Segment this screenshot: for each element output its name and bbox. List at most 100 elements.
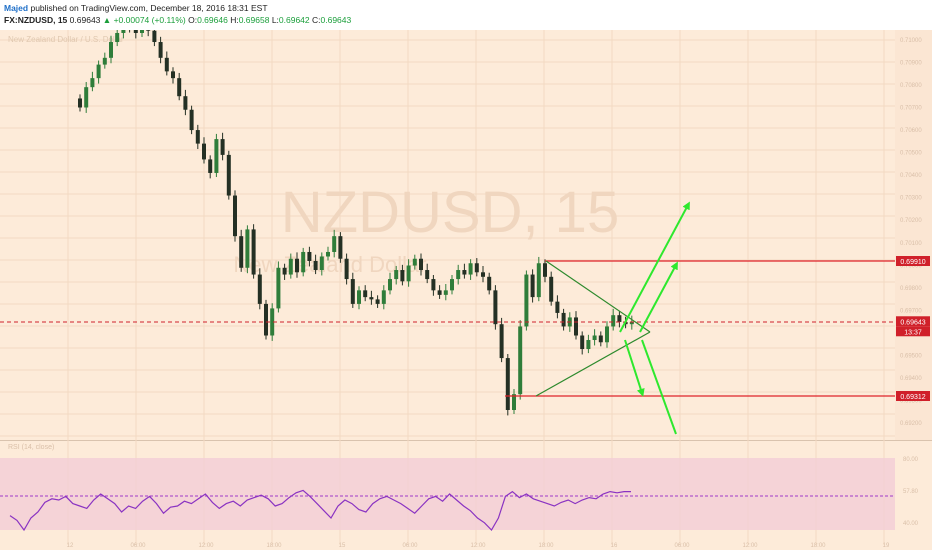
candle-body[interactable]: [276, 267, 281, 309]
candle-body[interactable]: [561, 312, 566, 327]
candle-body[interactable]: [115, 32, 120, 43]
candle-body[interactable]: [307, 251, 312, 261]
candle-body[interactable]: [406, 265, 411, 282]
candle-body[interactable]: [226, 154, 231, 196]
candle-body[interactable]: [629, 321, 634, 325]
symbol-label[interactable]: FX:NZDUSD, 15: [4, 15, 68, 25]
rsi-tick-label: 57.80: [903, 489, 919, 495]
candle-body[interactable]: [152, 30, 157, 43]
candle-body[interactable]: [90, 78, 95, 88]
triangle-upper-edge[interactable]: [545, 260, 651, 333]
candle-body[interactable]: [512, 394, 516, 410]
candle-body[interactable]: [109, 42, 113, 58]
candle-body[interactable]: [412, 258, 417, 266]
candle-body[interactable]: [133, 28, 138, 33]
candle-body[interactable]: [605, 326, 609, 343]
candle-body[interactable]: [574, 317, 578, 336]
breakout-arrow-up-short[interactable]: [639, 261, 678, 333]
author-link[interactable]: Majed: [4, 3, 29, 13]
breakout-arrow-up-long[interactable]: [619, 201, 690, 333]
candle-body[interactable]: [375, 299, 380, 304]
candle-body[interactable]: [381, 290, 386, 304]
price-tick-label: 0.70400: [900, 173, 922, 179]
candle-body[interactable]: [78, 98, 82, 108]
candle-body[interactable]: [543, 263, 547, 277]
candle-body[interactable]: [468, 263, 473, 275]
candle-body[interactable]: [617, 315, 622, 322]
candle-body[interactable]: [580, 335, 585, 350]
price-tick-label: 0.70200: [900, 218, 922, 224]
rsi-tick-label: 40.00: [903, 521, 919, 527]
candle-body[interactable]: [524, 274, 529, 327]
candle-body[interactable]: [257, 274, 262, 304]
candle-body[interactable]: [549, 276, 554, 302]
candle-body[interactable]: [295, 258, 299, 273]
candle-body[interactable]: [450, 279, 454, 291]
candle-body[interactable]: [369, 297, 374, 300]
candle-body[interactable]: [400, 270, 405, 282]
candle-body[interactable]: [177, 78, 182, 97]
breakdown-arrow-down-long[interactable]: [641, 339, 677, 435]
candle-body[interactable]: [171, 71, 175, 79]
candle-body[interactable]: [456, 270, 461, 280]
candle-body[interactable]: [518, 326, 523, 395]
candle-body[interactable]: [431, 279, 436, 291]
candle-body[interactable]: [96, 64, 101, 79]
candle-body[interactable]: [326, 251, 330, 257]
candle-body[interactable]: [164, 57, 169, 72]
candle-body[interactable]: [239, 236, 244, 268]
candle-body[interactable]: [394, 270, 399, 280]
candle-body[interactable]: [233, 195, 237, 237]
candle-body[interactable]: [301, 251, 306, 273]
candle-body[interactable]: [586, 340, 591, 350]
candle-body[interactable]: [357, 290, 361, 304]
candle-body[interactable]: [493, 290, 498, 325]
candle-body[interactable]: [344, 258, 349, 280]
candle-body[interactable]: [84, 87, 89, 108]
candle-body[interactable]: [338, 236, 343, 259]
candle-body[interactable]: [251, 229, 256, 275]
candle-body[interactable]: [419, 258, 423, 271]
candle-body[interactable]: [158, 42, 163, 58]
candle-body[interactable]: [592, 335, 597, 341]
candle-body[interactable]: [183, 96, 188, 110]
candle-body[interactable]: [270, 308, 275, 336]
candle-body[interactable]: [487, 276, 492, 291]
candle-body[interactable]: [388, 279, 392, 291]
breakdown-arrow-down-short[interactable]: [624, 339, 645, 397]
candle-body[interactable]: [443, 290, 448, 295]
candle-body[interactable]: [474, 263, 479, 273]
price-tick-label: 0.70600: [900, 128, 922, 134]
candle-body[interactable]: [598, 335, 603, 343]
candle-body[interactable]: [505, 358, 510, 410]
candle-body[interactable]: [363, 290, 368, 298]
candle-body[interactable]: [189, 109, 194, 131]
candle-body[interactable]: [350, 279, 355, 304]
candle-body[interactable]: [555, 301, 560, 313]
candle-body[interactable]: [102, 57, 107, 65]
candle-body[interactable]: [245, 229, 250, 268]
candle-body[interactable]: [536, 263, 541, 298]
candle-body[interactable]: [195, 130, 200, 144]
candle-body[interactable]: [202, 143, 206, 160]
candlestick-series[interactable]: [78, 17, 634, 416]
candle-body[interactable]: [220, 139, 225, 155]
candle-body[interactable]: [332, 236, 337, 252]
candle-body[interactable]: [264, 303, 268, 336]
candle-body[interactable]: [214, 139, 219, 173]
candle-body[interactable]: [462, 270, 467, 275]
candle-body[interactable]: [313, 261, 318, 271]
candle-body[interactable]: [425, 270, 430, 280]
candle-body[interactable]: [437, 290, 442, 295]
triangle-lower-edge[interactable]: [535, 331, 651, 397]
candle-body[interactable]: [499, 324, 504, 359]
candle-body[interactable]: [611, 315, 616, 327]
candle-body[interactable]: [282, 267, 287, 275]
rsi-line[interactable]: [9, 489, 631, 532]
candle-body[interactable]: [208, 159, 213, 173]
candle-body[interactable]: [481, 272, 485, 277]
candle-body[interactable]: [288, 258, 293, 275]
candle-body[interactable]: [530, 274, 535, 298]
candle-body[interactable]: [319, 256, 324, 271]
